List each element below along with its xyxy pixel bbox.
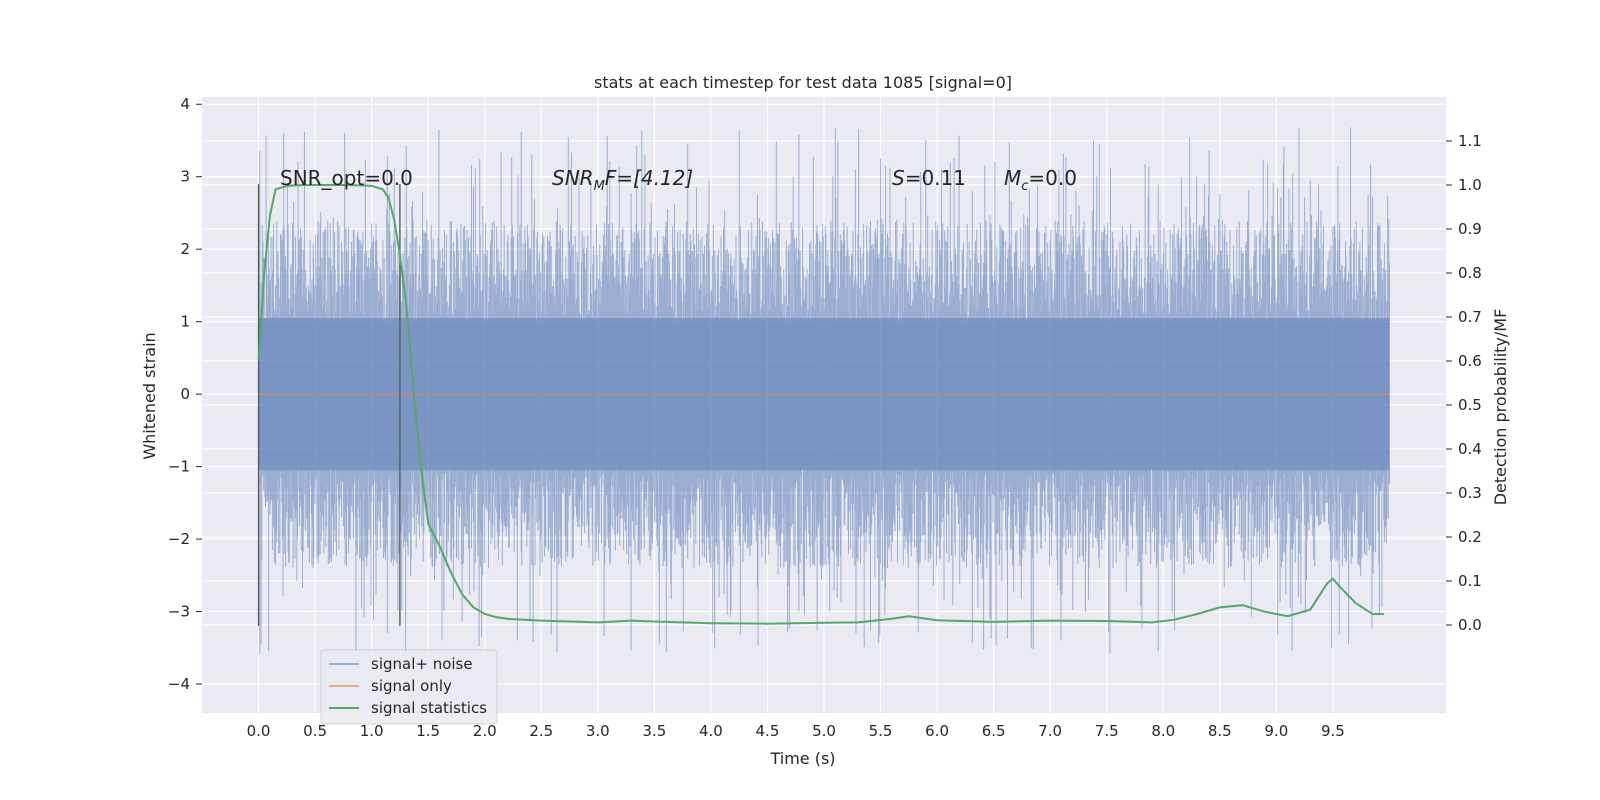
x-tick-label: 3.0 (586, 722, 610, 740)
x-tick-label: 6.0 (925, 722, 949, 740)
y-tick-label: 2 (180, 240, 190, 258)
y2-tick-label: 0.3 (1458, 484, 1482, 502)
annotation-snr-mf: SNRMF=[4.12] (552, 166, 693, 194)
x-tick-label: 0.5 (303, 722, 327, 740)
y-tick-label: −1 (168, 458, 190, 476)
series-signal-statistics (257, 184, 1384, 625)
y-tick-label: 0 (180, 385, 190, 403)
x-tick-label: 9.0 (1264, 722, 1288, 740)
y-tick-label: −4 (168, 675, 190, 693)
x-tick-label: 4.5 (756, 722, 780, 740)
y2-tick-label: 0.6 (1458, 352, 1482, 370)
x-tick-label: 0.0 (247, 722, 271, 740)
chart-title: stats at each timestep for test data 108… (594, 73, 1012, 92)
annotation-mc-base: M (1004, 166, 1021, 190)
x-tick-label: 8.5 (1208, 722, 1232, 740)
annotation-snr-opt: SNR_opt=0.0 (280, 166, 413, 190)
y2-tick-label: 0.0 (1458, 616, 1482, 634)
x-tick-label: 3.5 (642, 722, 666, 740)
y-tick-label: −2 (168, 530, 190, 548)
y2-tick-label: 0.5 (1458, 396, 1482, 414)
annotation-mc: Mc=0.0 (1004, 166, 1077, 194)
y2-tick-label: 0.8 (1458, 264, 1482, 282)
y-tick-label: −3 (168, 603, 190, 621)
x-tick-label: 1.0 (360, 722, 384, 740)
y2-tick-label: 0.1 (1458, 572, 1482, 590)
y2-tick-label: 0.9 (1458, 220, 1482, 238)
x-tick-label: 9.5 (1321, 722, 1345, 740)
y2-axis-label: Detection probability/MF (1491, 309, 1510, 506)
x-tick-label: 7.5 (1095, 722, 1119, 740)
legend-label-signal-noise: signal+ noise (371, 655, 473, 673)
x-tick-label: 5.5 (869, 722, 893, 740)
y2-tick-label: 0.4 (1458, 440, 1482, 458)
annotation-mc-val: =0.0 (1028, 166, 1077, 190)
legend-label-signal-statistics: signal statistics (371, 699, 487, 717)
x-tick-label: 7.0 (1038, 722, 1062, 740)
annotation-snr-mf-sub: M (594, 179, 605, 194)
x-tick-label: 4.0 (699, 722, 723, 740)
y-axis-label: Whitened strain (140, 332, 159, 459)
x-tick-label: 8.0 (1151, 722, 1175, 740)
y2-tick-label: 1.0 (1458, 176, 1482, 194)
tick-labels: 0.0 0.5 1.0 1.5 2.0 2.5 3.0 3.5 4.0 4.5 5.0 5.5 6.0 6… (168, 95, 1482, 740)
legend-label-signal-only: signal only (371, 677, 452, 695)
x-tick-label: 2.0 (473, 722, 497, 740)
y2-tick-label: 0.2 (1458, 528, 1482, 546)
annotation-s-val: =0.11 (905, 166, 966, 190)
legend: signal+ noise signal only signal statist… (320, 649, 498, 725)
annotation-snr-mf-base: SNR (552, 166, 594, 190)
y-tick-label: 3 (180, 168, 190, 186)
annotation-mc-sub: c (1021, 179, 1028, 194)
x-axis-label: Time (s) (769, 749, 835, 768)
x-tick-label: 2.5 (529, 722, 553, 740)
legend-box (320, 649, 498, 725)
y-tick-label: 4 (180, 95, 190, 113)
x-tick-label: 6.5 (982, 722, 1006, 740)
x-tick-label: 1.5 (416, 722, 440, 740)
annotation-snr-mf-rest: F=[4.12] (605, 166, 693, 190)
x-tick-label: 5.0 (812, 722, 836, 740)
y-tick-label: 1 (180, 313, 190, 331)
signal-statistics-line (257, 184, 1384, 625)
annotation-s-sym: S (892, 166, 905, 190)
annotation-s: S=0.11 (892, 166, 966, 190)
y2-tick-label: 0.7 (1458, 308, 1482, 326)
annotations: SNR_opt=0.0 SNRMF=[4.12] S=0.11 Mc=0.0 (280, 166, 1077, 194)
y2-tick-label: 1.1 (1458, 132, 1482, 150)
